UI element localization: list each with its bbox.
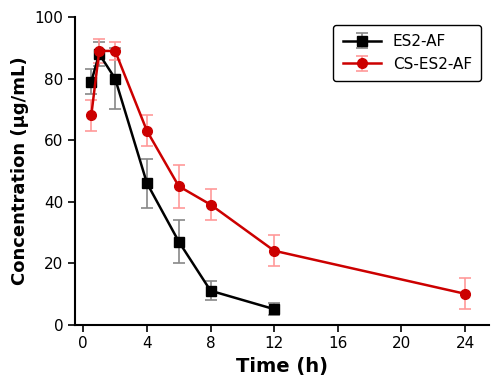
X-axis label: Time (h): Time (h) bbox=[236, 357, 328, 376]
Y-axis label: Concentration (μg/mL): Concentration (μg/mL) bbox=[11, 57, 29, 285]
Legend: ES2-AF, CS-ES2-AF: ES2-AF, CS-ES2-AF bbox=[334, 25, 481, 81]
